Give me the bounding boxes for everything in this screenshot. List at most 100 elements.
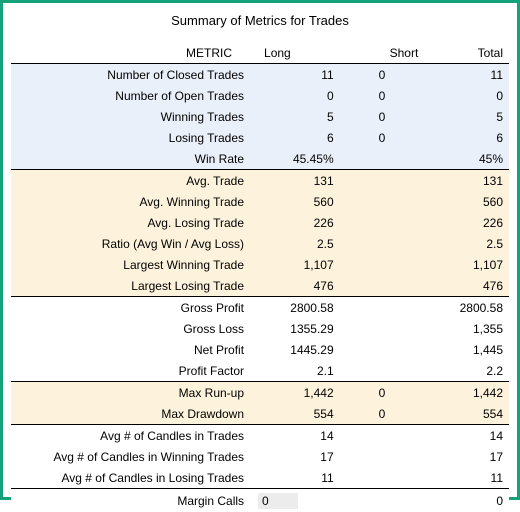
short-cell: 0 <box>340 382 425 404</box>
short-cell: 0 <box>340 106 425 127</box>
metric-cell: Winning Trades <box>11 106 250 127</box>
total-cell: 17 <box>424 446 509 467</box>
short-cell <box>340 446 425 467</box>
long-cell: 17 <box>250 446 340 467</box>
total-cell: 14 <box>424 425 509 447</box>
table-row: Winning Trades505 <box>11 106 509 127</box>
metric-cell: Ratio (Avg Win / Avg Loss) <box>11 233 250 254</box>
metric-cell: Avg. Losing Trade <box>11 212 250 233</box>
total-cell: 1,445 <box>424 339 509 360</box>
table-row: Profit Factor2.1 2.2 <box>11 360 509 382</box>
short-cell <box>340 191 425 212</box>
table-row: Max Drawdown5540554 <box>11 403 509 425</box>
total-cell: 5 <box>424 106 509 127</box>
short-cell <box>340 233 425 254</box>
short-cell <box>340 297 425 319</box>
table-row: Largest Winning Trade1,1071,107 <box>11 254 509 275</box>
metric-cell: Profit Factor <box>11 360 250 382</box>
total-cell: 2800.58 <box>424 297 509 319</box>
short-cell <box>340 318 425 339</box>
margin-long-value: 0 <box>258 493 298 509</box>
long-cell: 0 <box>250 85 340 106</box>
long-cell: 1,107 <box>250 254 340 275</box>
header-long: Long <box>250 42 340 64</box>
short-cell <box>340 254 425 275</box>
metric-cell: Largest Winning Trade <box>11 254 250 275</box>
total-cell: 476 <box>424 275 509 297</box>
long-cell: 11 <box>250 467 340 489</box>
table-row: Number of Open Trades000 <box>11 85 509 106</box>
total-cell: 2.2 <box>424 360 509 382</box>
total-cell: 1,355 <box>424 318 509 339</box>
short-cell <box>340 467 425 489</box>
total-cell: 1,107 <box>424 254 509 275</box>
header-short: Short <box>340 42 425 64</box>
total-cell: 0 <box>424 85 509 106</box>
table-row: Net Profit1445.291,445 <box>11 339 509 360</box>
total-cell: 554 <box>424 403 509 425</box>
long-cell: 6 <box>250 127 340 148</box>
table-row: Avg # of Candles in Losing Trades1111 <box>11 467 509 489</box>
short-cell: 0 <box>340 64 425 86</box>
short-cell <box>340 339 425 360</box>
long-cell: 2.1 <box>250 360 340 382</box>
metric-cell: Margin Calls <box>11 489 250 512</box>
table-row: Max Run-up1,44201,442 <box>11 382 509 404</box>
table-row: Avg. Losing Trade226226 <box>11 212 509 233</box>
panel-title: Summary of Metrics for Trades <box>11 7 509 42</box>
short-cell: 0 <box>340 403 425 425</box>
table-row: Ratio (Avg Win / Avg Loss)2.52.5 <box>11 233 509 254</box>
total-cell: 1,442 <box>424 382 509 404</box>
long-cell: 2800.58 <box>250 297 340 319</box>
short-cell: 0 <box>340 127 425 148</box>
table-row: Avg # of Candles in Trades1414 <box>11 425 509 447</box>
long-cell: 560 <box>250 191 340 212</box>
table-row: Largest Losing Trade476476 <box>11 275 509 297</box>
table-row: Avg. Winning Trade560560 <box>11 191 509 212</box>
long-cell: 1355.29 <box>250 318 340 339</box>
metric-cell: Avg # of Candles in Winning Trades <box>11 446 250 467</box>
short-cell <box>340 360 425 382</box>
metric-cell: Gross Profit <box>11 297 250 319</box>
long-cell: 226 <box>250 212 340 233</box>
long-cell: 2.5 <box>250 233 340 254</box>
total-cell: 2.5 <box>424 233 509 254</box>
metric-cell: Avg. Winning Trade <box>11 191 250 212</box>
metric-cell: Largest Losing Trade <box>11 275 250 297</box>
table-row: Losing Trades606 <box>11 127 509 148</box>
metric-cell: Losing Trades <box>11 127 250 148</box>
long-cell: 14 <box>250 425 340 447</box>
header-row: METRIC Long Short Total <box>11 42 509 64</box>
metric-cell: Number of Closed Trades <box>11 64 250 86</box>
total-cell: 11 <box>424 467 509 489</box>
table-row: Avg # of Candles in Winning Trades1717 <box>11 446 509 467</box>
table-row: Gross Profit2800.582800.58 <box>11 297 509 319</box>
metric-cell: Avg. Trade <box>11 170 250 192</box>
table-row: Number of Closed Trades11011 <box>11 64 509 86</box>
long-cell: 476 <box>250 275 340 297</box>
short-cell <box>340 425 425 447</box>
metric-cell: Gross Loss <box>11 318 250 339</box>
long-cell: 554 <box>250 403 340 425</box>
long-cell: 131 <box>250 170 340 192</box>
long-cell: 11 <box>250 64 340 86</box>
metric-cell: Max Drawdown <box>11 403 250 425</box>
short-cell <box>340 489 425 512</box>
short-cell <box>340 275 425 297</box>
header-total: Total <box>424 42 509 64</box>
long-cell: 5 <box>250 106 340 127</box>
total-cell: 6 <box>424 127 509 148</box>
table-row: Win Rate45.45% 45% <box>11 148 509 170</box>
long-cell: 1445.29 <box>250 339 340 360</box>
short-cell: 0 <box>340 85 425 106</box>
margin-row: Margin Calls00 <box>11 489 509 512</box>
metric-cell: Win Rate <box>11 148 250 170</box>
total-cell: 45% <box>424 148 509 170</box>
total-cell: 11 <box>424 64 509 86</box>
header-metric: METRIC <box>11 42 250 64</box>
table-row: Avg. Trade131131 <box>11 170 509 192</box>
metric-cell: Avg # of Candles in Trades <box>11 425 250 447</box>
long-cell: 45.45% <box>250 148 340 170</box>
metrics-panel: Summary of Metrics for Trades METRIC Lon… <box>0 0 520 500</box>
total-cell: 226 <box>424 212 509 233</box>
